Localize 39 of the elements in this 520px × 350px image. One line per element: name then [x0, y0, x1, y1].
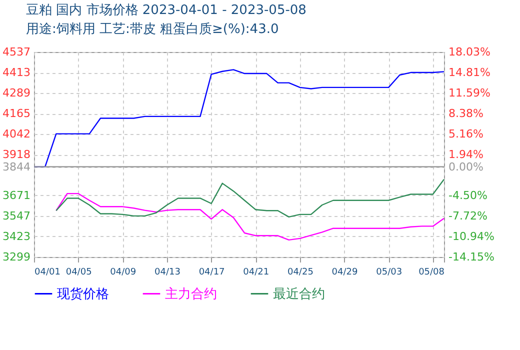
x-tick-label: 04/17	[198, 268, 225, 278]
chart-subtitle: 用途:饲料用 工艺:带皮 粗蛋白质≥(%):43.0	[26, 22, 279, 37]
y-tick-label: 3547	[2, 209, 30, 222]
x-tick-label: 04/29	[332, 268, 358, 278]
y2-tick-label: 11.59%	[448, 86, 490, 100]
y-tick-label: 3671	[2, 188, 30, 202]
y-tick-label: 4042	[2, 127, 30, 140]
y2-tick-label: 8.38%	[448, 106, 484, 120]
y-tick-label: 4413	[2, 66, 30, 80]
y2-tick-label: 5.16%	[448, 127, 484, 140]
y-tick-label: 3299	[2, 250, 30, 264]
legend-label: 主力合约	[165, 286, 217, 302]
legend-label: 现货价格	[57, 286, 109, 302]
y-tick-label: 4289	[2, 86, 30, 100]
y2-tick-label: 14.81%	[448, 66, 490, 80]
y2-tick-label: -4.50%	[448, 189, 488, 202]
x-tick-label: 04/01	[34, 268, 60, 278]
x-tick-label: 04/09	[110, 268, 136, 278]
y2-tick-label: 0.00%	[448, 160, 484, 174]
y-tick-label: 3844	[2, 160, 30, 174]
chart-title: 豆粕 国内 市场价格 2023-04-01 - 2023-05-08	[26, 3, 306, 18]
y-tick-label: 3918	[2, 148, 30, 161]
y2-tick-label: 1.94%	[448, 148, 484, 161]
y-tick-label: 4165	[2, 107, 30, 120]
x-tick-label: 04/13	[154, 268, 180, 278]
y-tick-label: 4537	[2, 46, 30, 58]
x-tick-label: 05/03	[376, 268, 402, 278]
y-tick-label: 3423	[2, 230, 30, 243]
legend-label: 最近合约	[273, 286, 325, 302]
x-tick-label: 05/08	[418, 268, 445, 278]
line-series	[56, 178, 445, 218]
y2-tick-label: 18.03%	[448, 46, 490, 58]
y2-tick-label: -10.94%	[448, 230, 494, 244]
x-tick-label: 04/05	[66, 268, 92, 278]
y2-tick-label: -14.15%	[448, 250, 494, 264]
y2-tick-label: -7.72%	[448, 210, 488, 223]
x-tick-label: 04/21	[243, 268, 270, 278]
x-tick-label: 04/25	[287, 268, 314, 278]
line-series	[56, 192, 445, 241]
